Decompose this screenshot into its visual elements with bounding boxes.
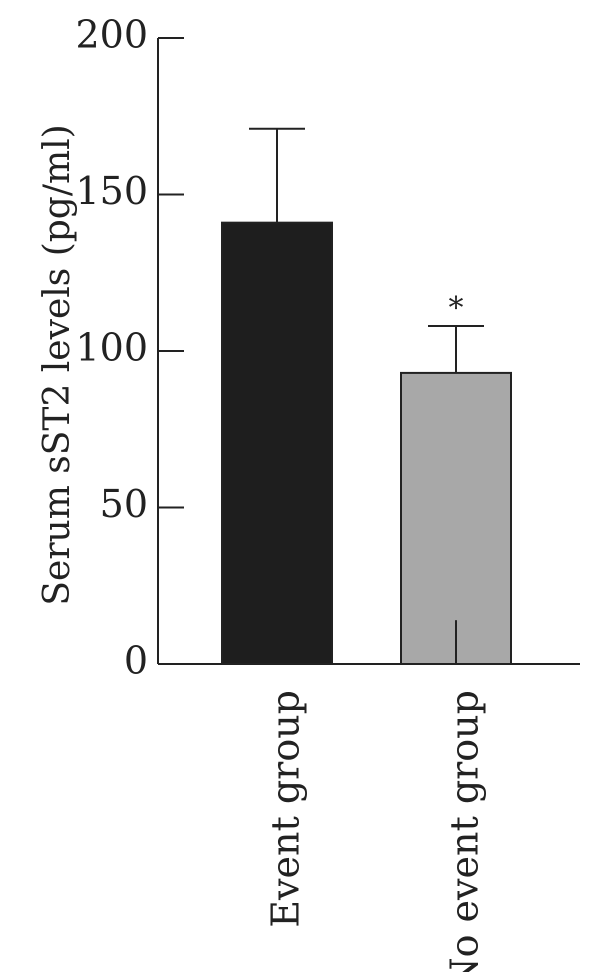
- y-tick-label: 50: [100, 482, 148, 526]
- y-tick-label: 0: [124, 639, 148, 683]
- x-category-label: Event group: [264, 690, 308, 928]
- y-tick-label: 150: [75, 169, 148, 213]
- bar: [400, 371, 512, 665]
- y-tick-label: 200: [75, 13, 148, 57]
- x-category-label: No event group: [443, 690, 487, 972]
- bars: [221, 127, 512, 665]
- y-axis-label: Serum sST2 levels (pg/ml): [37, 124, 78, 605]
- labels: 0 50 100 150 200 Event group No event group *: [75, 13, 486, 972]
- bar: [221, 221, 333, 665]
- significance-marker: *: [449, 291, 464, 326]
- y-tick-label: 100: [75, 326, 148, 370]
